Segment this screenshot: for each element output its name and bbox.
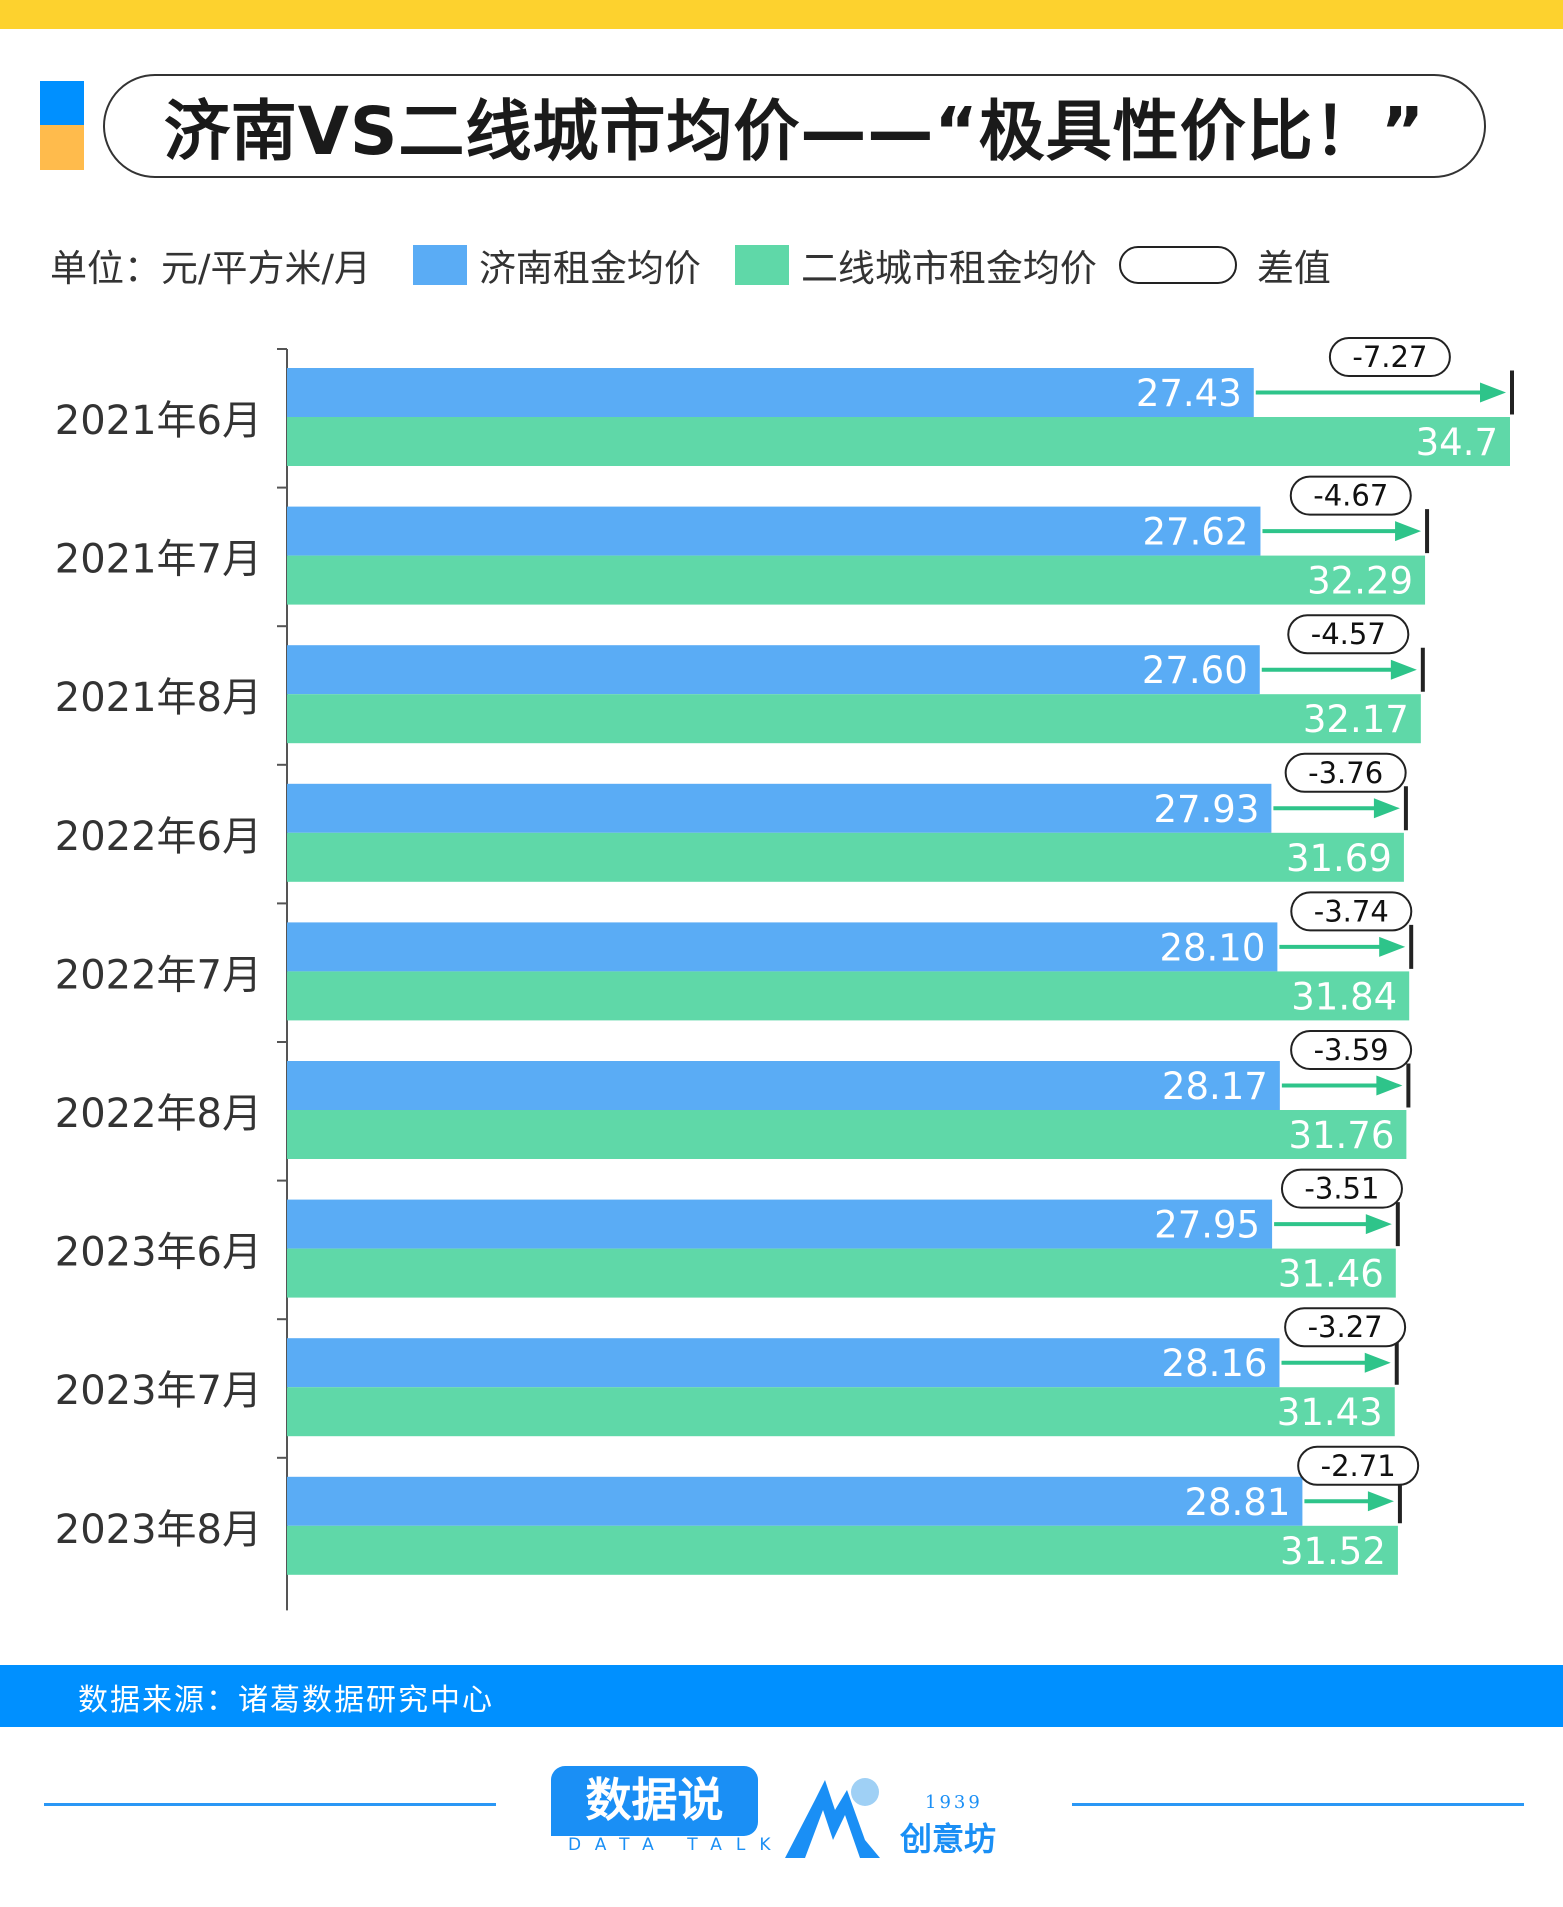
category-label: 2022年8月 [55, 1091, 262, 1137]
diff-label: -4.57 [1311, 617, 1386, 651]
footer-line-right [1072, 1803, 1524, 1806]
data-label-jinan: 27.60 [1142, 649, 1248, 692]
legend-label-diff: 差值 [1256, 247, 1331, 290]
bar-second-tier [287, 1525, 1398, 1575]
diff-label: -3.51 [1304, 1172, 1379, 1206]
diff-arrow-head [1395, 521, 1422, 542]
diff-label: -3.59 [1314, 1033, 1389, 1067]
unit-label: 单位：元/平方米/月 [50, 247, 371, 290]
chuangyifang-logo: 1939 创意坊 [785, 1770, 1010, 1858]
diff-arrow-head [1379, 936, 1406, 957]
data-label-jinan: 28.17 [1162, 1065, 1268, 1108]
bar-second-tier [287, 555, 1426, 605]
logo2-year: 1939 [925, 1792, 983, 1813]
diff-pill [1290, 891, 1413, 932]
bar-jinan [287, 922, 1278, 972]
diff-label: -3.27 [1308, 1310, 1383, 1344]
data-label-jinan: 27.95 [1154, 1204, 1260, 1247]
data-label-jinan: 27.93 [1153, 788, 1259, 831]
diff-pill [1280, 1168, 1403, 1209]
legend: 单位：元/平方米/月 济南租金均价 二线城市租金均价 差值 [50, 240, 1331, 290]
bar-jinan [287, 506, 1261, 556]
data-label-second-tier: 32.29 [1307, 560, 1413, 603]
diff-pill [1328, 337, 1451, 377]
bar-jinan [287, 1061, 1280, 1110]
category-label: 2023年6月 [55, 1230, 262, 1276]
bar-second-tier [287, 832, 1404, 882]
legend-label-second-tier: 二线城市租金均价 [800, 247, 1097, 290]
title-accent-orange [40, 125, 84, 170]
bar-second-tier [287, 971, 1410, 1021]
bar-jinan [287, 1476, 1303, 1526]
category-label: 2021年8月 [55, 675, 262, 721]
data-talk-logo: 数据说 [551, 1766, 758, 1836]
bar-second-tier [287, 417, 1510, 466]
category-label: 2021年6月 [55, 398, 262, 444]
bar-second-tier [287, 1248, 1396, 1298]
bar-jinan [287, 1199, 1273, 1249]
data-talk-logo-sub: DATA TALK [568, 1835, 785, 1855]
diff-arrow-head [1376, 1075, 1403, 1096]
diff-arrow-head [1367, 1491, 1394, 1512]
bar-second-tier [287, 1110, 1407, 1159]
diff-pill [1287, 614, 1410, 655]
top-accent-bar [0, 0, 1563, 29]
data-label-second-tier: 31.52 [1280, 1530, 1386, 1573]
diff-pill [1290, 1030, 1413, 1070]
data-label-second-tier: 31.43 [1277, 1391, 1383, 1434]
source-text: 数据来源：诸葛数据研究中心 [78, 1683, 494, 1718]
diff-arrow-head [1480, 382, 1506, 403]
data-label-jinan: 27.62 [1143, 511, 1249, 554]
legend-label-jinan: 济南租金均价 [478, 247, 701, 290]
category-label: 2022年7月 [55, 952, 262, 998]
data-label-second-tier: 31.69 [1286, 837, 1392, 880]
legend-swatch-jinan [412, 245, 467, 285]
category-label: 2021年7月 [55, 537, 262, 583]
category-label: 2022年6月 [55, 814, 262, 860]
bar-jinan [287, 783, 1272, 833]
data-label-second-tier: 34.7 [1416, 421, 1498, 464]
data-label-jinan: 27.43 [1136, 372, 1242, 415]
legend-swatch-diff [1118, 246, 1237, 284]
bar-second-tier [287, 1387, 1395, 1437]
bar-second-tier [287, 694, 1421, 744]
category-label: 2023年8月 [55, 1507, 262, 1553]
bar-chart: 2021年6月 27.43 34.7 -7.27 2021年7月 27.62 32.29 -4… [55, 337, 1514, 1611]
diff-arrow-head [1364, 1352, 1391, 1373]
legend-swatch-second-tier [734, 245, 789, 285]
diff-arrow-head [1390, 659, 1417, 680]
page-title: 济南VS二线城市均价——“极具性价比！” [163, 93, 1426, 170]
diff-pill [1284, 752, 1407, 793]
category-label: 2023年7月 [55, 1368, 262, 1414]
data-label-second-tier: 31.46 [1278, 1253, 1384, 1296]
bar-jinan [287, 1338, 1280, 1388]
data-label-second-tier: 31.84 [1291, 975, 1397, 1018]
data-label-second-tier: 32.17 [1303, 698, 1409, 741]
data-label-jinan: 28.81 [1184, 1481, 1290, 1524]
mountain-icon [785, 1778, 880, 1858]
diff-label: -7.27 [1352, 340, 1427, 374]
data-label-jinan: 28.16 [1162, 1342, 1268, 1385]
title-accent-blue [40, 81, 84, 125]
data-label-jinan: 28.10 [1159, 926, 1265, 969]
diff-pill [1289, 475, 1412, 516]
footer-line-left [44, 1803, 496, 1806]
diff-pill [1284, 1307, 1407, 1348]
diff-label: -3.76 [1308, 756, 1383, 790]
diff-arrow-head [1365, 1214, 1392, 1235]
bar-jinan [287, 645, 1260, 695]
diff-arrow-head [1373, 798, 1400, 819]
diff-label: -4.67 [1313, 479, 1388, 513]
source-bar: 数据来源：诸葛数据研究中心 [0, 1665, 1563, 1727]
logo2-name: 创意坊 [900, 1820, 997, 1858]
diff-pill [1297, 1445, 1420, 1486]
diff-label: -3.74 [1314, 894, 1389, 928]
bar-jinan [287, 368, 1254, 417]
diff-label: -2.71 [1321, 1449, 1396, 1483]
data-label-second-tier: 31.76 [1288, 1114, 1394, 1157]
title-box: 济南VS二线城市均价——“极具性价比！” [103, 74, 1486, 178]
